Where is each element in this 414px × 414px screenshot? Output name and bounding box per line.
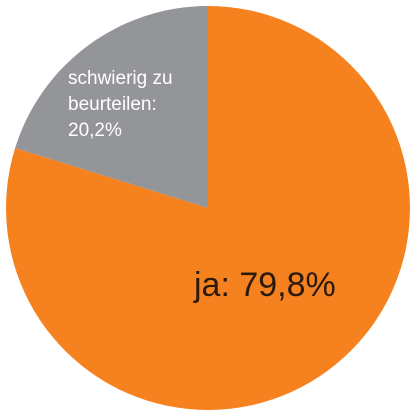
pie-slices (6, 6, 411, 410)
slice-ja (6, 6, 411, 410)
label-schwierig-zu-beurteilen-line: beurteilen: (68, 94, 157, 115)
label-schwierig-zu-beurteilen-line: 20,2% (68, 120, 122, 141)
pie-labels: ja: 79,8% schwierig zu beurteilen: 20,2% (68, 68, 336, 304)
label-ja: ja: 79,8% (193, 266, 336, 304)
slice-schwierig-zu-beurteilen (15, 6, 209, 208)
label-ja-line: ja: 79,8% (193, 266, 336, 304)
label-schwierig-zu-beurteilen-line: schwierig zu (68, 68, 173, 89)
label-schwierig-zu-beurteilen: schwierig zu beurteilen: 20,2% (68, 68, 173, 141)
